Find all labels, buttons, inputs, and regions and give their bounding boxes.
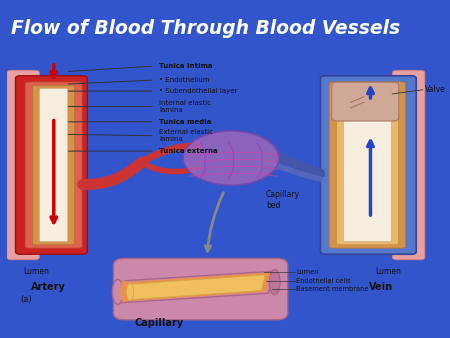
Text: Tunica externa: Tunica externa <box>159 148 218 154</box>
FancyBboxPatch shape <box>337 85 398 245</box>
Polygon shape <box>128 275 265 300</box>
FancyBboxPatch shape <box>7 70 40 260</box>
Ellipse shape <box>120 281 129 302</box>
FancyBboxPatch shape <box>15 76 87 254</box>
Polygon shape <box>122 272 270 301</box>
FancyBboxPatch shape <box>392 70 425 260</box>
Text: • Endothelium: • Endothelium <box>159 77 210 83</box>
FancyBboxPatch shape <box>343 88 392 242</box>
Text: Tunica intima: Tunica intima <box>159 63 213 69</box>
Text: External elastic
lamina: External elastic lamina <box>159 129 213 142</box>
Text: Valve: Valve <box>425 85 446 94</box>
FancyBboxPatch shape <box>40 88 68 242</box>
Ellipse shape <box>112 279 123 305</box>
Text: Lumen: Lumen <box>23 267 50 276</box>
FancyBboxPatch shape <box>25 82 82 248</box>
FancyBboxPatch shape <box>320 76 416 254</box>
FancyBboxPatch shape <box>32 85 75 245</box>
Ellipse shape <box>126 283 134 300</box>
Text: Vein: Vein <box>369 282 393 292</box>
Text: Basement membrane: Basement membrane <box>297 286 369 292</box>
Ellipse shape <box>269 270 280 295</box>
Text: Endothelial cells: Endothelial cells <box>297 278 351 284</box>
Text: Artery: Artery <box>31 282 66 292</box>
Text: • Subendothelial layer: • Subendothelial layer <box>159 88 238 94</box>
Text: Capillary: Capillary <box>135 318 184 329</box>
Text: Capillary
bed: Capillary bed <box>266 190 300 210</box>
Text: Lumen: Lumen <box>297 269 319 275</box>
Text: Internal elastic
lamina: Internal elastic lamina <box>159 100 211 113</box>
Ellipse shape <box>183 131 279 185</box>
Text: Tunica media: Tunica media <box>159 119 211 125</box>
FancyBboxPatch shape <box>113 259 288 320</box>
FancyBboxPatch shape <box>329 82 406 248</box>
FancyBboxPatch shape <box>332 82 399 121</box>
Text: Flow of Blood Through Blood Vessels: Flow of Blood Through Blood Vessels <box>11 19 400 38</box>
Text: (a): (a) <box>20 295 32 305</box>
Polygon shape <box>116 271 277 303</box>
Text: Lumen: Lumen <box>375 267 401 276</box>
